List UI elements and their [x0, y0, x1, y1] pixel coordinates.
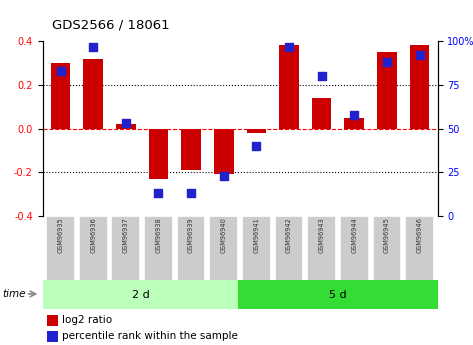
Bar [83, 59, 103, 128]
Point [57, 68, 64, 74]
FancyBboxPatch shape [210, 216, 238, 281]
Bar [279, 45, 299, 128]
Bar [377, 52, 397, 128]
Text: GSM96937: GSM96937 [123, 218, 129, 253]
Text: GSM96944: GSM96944 [351, 218, 357, 254]
FancyBboxPatch shape [177, 216, 205, 281]
Point [383, 60, 391, 65]
Point [122, 120, 130, 126]
Bar [149, 128, 168, 179]
Text: GSM96936: GSM96936 [90, 218, 96, 253]
Point [155, 190, 162, 196]
Point [220, 173, 228, 178]
Text: time: time [2, 289, 26, 299]
Bar [312, 98, 332, 128]
Bar [43, 280, 238, 309]
Text: 5 d: 5 d [329, 290, 347, 299]
Text: GSM96946: GSM96946 [417, 218, 422, 254]
Point [285, 44, 293, 49]
Bar [214, 128, 234, 174]
Point [253, 143, 260, 149]
Bar [410, 45, 429, 128]
Point [187, 190, 195, 196]
Text: GSM96940: GSM96940 [221, 218, 227, 254]
FancyBboxPatch shape [373, 216, 401, 281]
FancyBboxPatch shape [112, 216, 140, 281]
Text: percentile rank within the sample: percentile rank within the sample [62, 331, 238, 341]
Text: 2 d: 2 d [131, 290, 149, 299]
Point [318, 73, 325, 79]
Bar [181, 128, 201, 170]
FancyBboxPatch shape [46, 216, 75, 281]
Text: GSM96939: GSM96939 [188, 218, 194, 253]
Text: GSM96942: GSM96942 [286, 218, 292, 254]
Bar [246, 128, 266, 133]
FancyBboxPatch shape [275, 216, 303, 281]
Point [416, 52, 423, 58]
FancyBboxPatch shape [307, 216, 336, 281]
Bar [344, 118, 364, 128]
FancyBboxPatch shape [144, 216, 173, 281]
Bar [51, 63, 70, 128]
Text: GSM96935: GSM96935 [58, 218, 63, 253]
FancyBboxPatch shape [79, 216, 107, 281]
Point [350, 112, 358, 117]
Bar [238, 280, 438, 309]
FancyBboxPatch shape [405, 216, 434, 281]
FancyBboxPatch shape [340, 216, 368, 281]
Text: GSM96943: GSM96943 [319, 218, 324, 253]
Text: GSM96945: GSM96945 [384, 218, 390, 254]
Text: log2 ratio: log2 ratio [62, 315, 113, 325]
FancyBboxPatch shape [242, 216, 271, 281]
Text: GDS2566 / 18061: GDS2566 / 18061 [52, 19, 170, 32]
Bar [46, 331, 58, 342]
Bar [116, 124, 136, 128]
Text: GSM96938: GSM96938 [156, 218, 161, 253]
Bar [46, 315, 58, 326]
Point [89, 44, 97, 49]
Text: GSM96941: GSM96941 [254, 218, 259, 253]
